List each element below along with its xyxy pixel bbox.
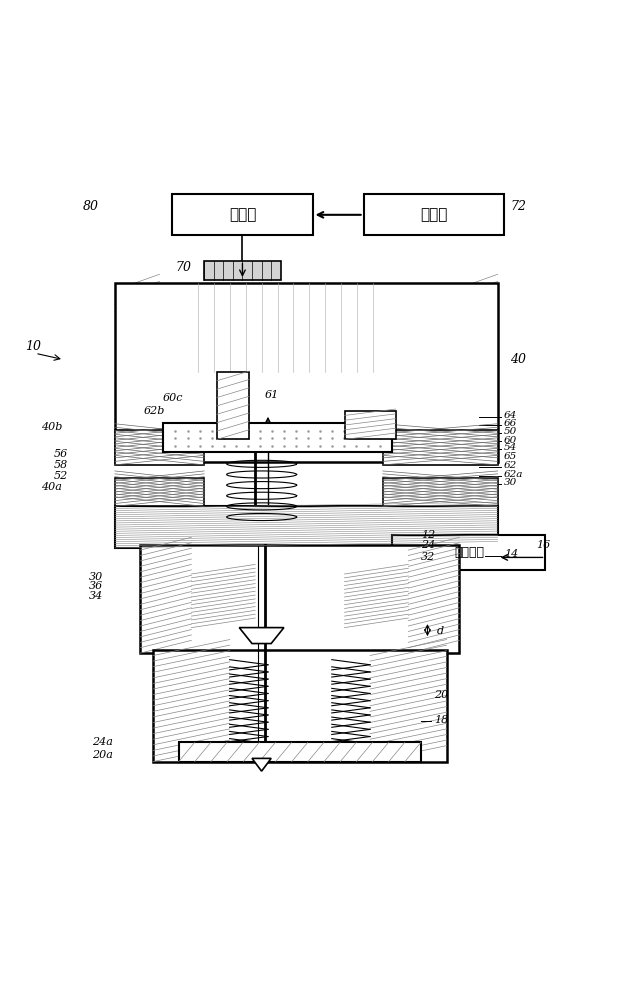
Text: 62a: 62a [504, 470, 523, 479]
Text: d: d [437, 626, 444, 636]
Text: 20a: 20a [93, 750, 114, 760]
Text: 32: 32 [421, 552, 435, 562]
Bar [172, 194, 313, 235]
Bar [392, 535, 545, 570]
Text: 34: 34 [89, 591, 103, 601]
Text: 62: 62 [504, 461, 517, 470]
Text: 10: 10 [26, 340, 41, 353]
Text: 40a: 40a [41, 482, 63, 492]
Bar [115, 430, 204, 465]
Text: 52: 52 [54, 471, 68, 481]
Text: 20: 20 [434, 690, 448, 700]
Bar [153, 650, 447, 762]
Text: 16: 16 [536, 540, 550, 550]
Bar [204, 261, 281, 280]
Bar [140, 545, 459, 653]
Text: 65: 65 [504, 452, 517, 461]
Text: 62b: 62b [144, 406, 165, 416]
Bar [163, 423, 392, 452]
Text: 12: 12 [421, 530, 435, 540]
Text: 电磁阀: 电磁阀 [229, 207, 256, 222]
Text: 56: 56 [54, 449, 68, 459]
Text: 粘合剂源: 粘合剂源 [454, 546, 484, 559]
Text: 24: 24 [421, 540, 435, 550]
Bar [345, 411, 396, 439]
Bar [383, 478, 498, 506]
Bar [179, 742, 421, 762]
Text: 空气源: 空气源 [420, 207, 447, 222]
Bar [115, 506, 498, 548]
Text: 70: 70 [175, 261, 191, 274]
Text: 36: 36 [89, 581, 103, 591]
Text: 72: 72 [510, 200, 526, 213]
Text: 58: 58 [54, 460, 68, 470]
Bar [364, 194, 504, 235]
Text: 60c: 60c [163, 393, 183, 403]
Text: 66: 66 [504, 419, 517, 428]
Text: 64: 64 [504, 411, 517, 420]
Text: 61: 61 [265, 390, 279, 400]
Text: 14: 14 [504, 549, 518, 559]
Text: 40b: 40b [41, 422, 63, 432]
Bar [115, 283, 498, 462]
Text: 24a: 24a [93, 737, 114, 747]
Bar [115, 478, 204, 506]
Text: 60: 60 [504, 436, 517, 445]
Text: 30: 30 [89, 572, 103, 582]
Bar [217, 372, 249, 439]
Text: 80: 80 [83, 200, 99, 213]
Polygon shape [252, 758, 271, 771]
Text: 54: 54 [504, 443, 517, 452]
Bar [383, 430, 498, 465]
Text: 30: 30 [504, 478, 517, 487]
Text: 50: 50 [504, 427, 517, 436]
Polygon shape [239, 628, 284, 644]
Text: 40: 40 [510, 353, 526, 366]
Text: 18: 18 [434, 715, 448, 725]
